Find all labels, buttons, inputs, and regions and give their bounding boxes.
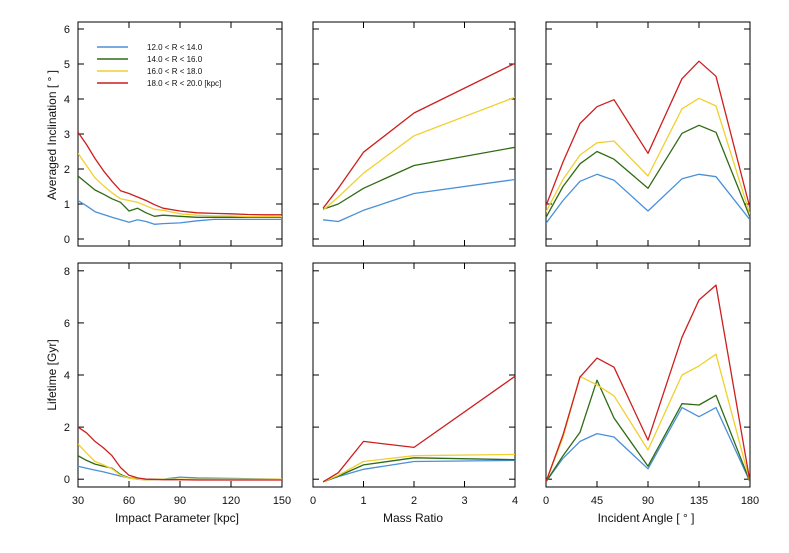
legend-label: 12.0 < R < 14.0 bbox=[147, 43, 203, 52]
x-tick-label: 120 bbox=[222, 495, 240, 507]
legend-label: 18.0 < R < 20.0 [kpc] bbox=[147, 79, 221, 88]
series-line-1 bbox=[78, 465, 282, 480]
series-line-3 bbox=[322, 453, 515, 483]
series-line-3 bbox=[78, 443, 282, 481]
legend-label: 16.0 < R < 18.0 bbox=[147, 67, 203, 76]
x-tick-label: 180 bbox=[741, 495, 759, 507]
plot-frame bbox=[545, 21, 751, 247]
series-line-2 bbox=[546, 124, 750, 218]
xlabel-middle: Mass Ratio bbox=[383, 511, 443, 525]
y-tick-label: 0 bbox=[64, 474, 70, 486]
y-tick-label: 3 bbox=[64, 129, 70, 141]
x-tick-label: 0 bbox=[310, 495, 316, 507]
x-tick-label: 45 bbox=[591, 495, 603, 507]
y-tick-label: 1 bbox=[64, 199, 70, 211]
plot-frame bbox=[545, 262, 751, 488]
ylabel-top: Averaged Inclination [ ° ] bbox=[45, 70, 59, 200]
legend-label: 14.0 < R < 16.0 bbox=[147, 55, 203, 64]
x-tick-label: 4 bbox=[512, 495, 518, 507]
series-line-1 bbox=[323, 178, 515, 223]
y-tick-label: 5 bbox=[64, 59, 70, 71]
plot-frame bbox=[312, 262, 516, 488]
series-line-4 bbox=[78, 131, 282, 216]
series-line-4 bbox=[78, 426, 282, 481]
x-tick-label: 3 bbox=[461, 495, 467, 507]
xlabel-left: Impact Parameter [kpc] bbox=[115, 511, 239, 525]
series-line-4 bbox=[546, 60, 750, 209]
panel-bottom-middle: 0 1 2 3 4 bbox=[310, 262, 518, 507]
series-line-4 bbox=[546, 284, 750, 483]
series-line-3 bbox=[322, 96, 515, 211]
xlabel-right: Incident Angle [ ° ] bbox=[598, 511, 695, 525]
series-line-3 bbox=[546, 353, 750, 483]
series-line-3 bbox=[78, 152, 282, 218]
x-tick-label: 150 bbox=[273, 495, 291, 507]
series-line-2 bbox=[322, 146, 515, 210]
y-tick-label: 6 bbox=[64, 318, 70, 330]
series-line-4 bbox=[322, 375, 515, 483]
x-tick-label: 60 bbox=[123, 495, 135, 507]
panel-top-right bbox=[545, 21, 751, 247]
series-line-1 bbox=[322, 459, 515, 483]
x-tick-label: 2 bbox=[411, 495, 417, 507]
y-tick-label: 8 bbox=[64, 266, 70, 278]
x-tick-label: 0 bbox=[543, 495, 549, 507]
series-line-1 bbox=[78, 199, 282, 225]
series-line-2 bbox=[546, 379, 750, 483]
series-line-4 bbox=[322, 62, 515, 209]
y-tick-label: 4 bbox=[64, 370, 70, 382]
x-tick-label: 90 bbox=[642, 495, 654, 507]
y-tick-label: 2 bbox=[64, 164, 70, 176]
plot-frame bbox=[312, 21, 516, 247]
y-tick-label: 0 bbox=[64, 234, 70, 246]
panel-bottom-right: 0 45 90 135 180 bbox=[543, 262, 759, 507]
y-tick-label: 2 bbox=[64, 422, 70, 434]
x-tick-label: 135 bbox=[690, 495, 708, 507]
series-line-1 bbox=[546, 173, 750, 224]
y-tick-label: 6 bbox=[64, 24, 70, 36]
series-line-3 bbox=[546, 97, 750, 215]
x-tick-label: 30 bbox=[72, 495, 84, 507]
ylabel-bottom: Lifetime [Gyr] bbox=[45, 339, 59, 410]
series-line-2 bbox=[78, 175, 282, 218]
legend: 12.0 < R < 14.0 14.0 < R < 16.0 16.0 < R <… bbox=[97, 43, 221, 88]
y-tick-label: 4 bbox=[64, 94, 70, 106]
panel-bottom-left: 30 60 90 120 150 0 2 4 6 8 bbox=[64, 262, 291, 507]
series-line-1 bbox=[546, 406, 750, 483]
panel-top-middle bbox=[312, 21, 516, 247]
panel-top-left: 0 1 2 3 4 5 6 bbox=[64, 21, 283, 247]
x-tick-label: 90 bbox=[174, 495, 186, 507]
x-tick-label: 1 bbox=[360, 495, 366, 507]
